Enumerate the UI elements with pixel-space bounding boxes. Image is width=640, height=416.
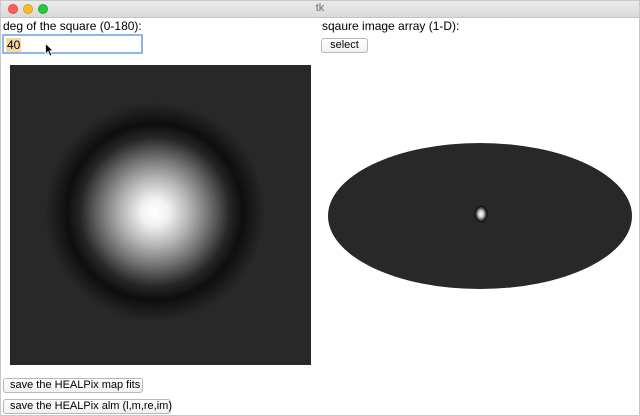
minimize-window-icon[interactable] [23,4,33,14]
array-label: sqaure image array (1-D): [322,19,460,33]
square-image-canvas [10,65,311,365]
zoom-window-icon[interactable] [38,4,48,14]
save-fits-button[interactable]: save the HEALPix map fits [3,378,143,393]
mollweide-map-canvas [327,142,633,290]
select-button[interactable]: select [321,38,368,53]
deg-input[interactable]: 40 [2,34,143,54]
deg-label: deg of the square (0-180): [3,19,142,33]
mollweide-spot [474,205,488,223]
window-title: tk [315,2,325,14]
save-alm-button[interactable]: save the HEALPix alm (l,m,re,im) [3,399,172,414]
deg-input-value: 40 [6,38,22,52]
close-window-icon[interactable] [8,4,18,14]
gaussian-blob [45,102,265,322]
title-bar: tk [1,1,639,18]
